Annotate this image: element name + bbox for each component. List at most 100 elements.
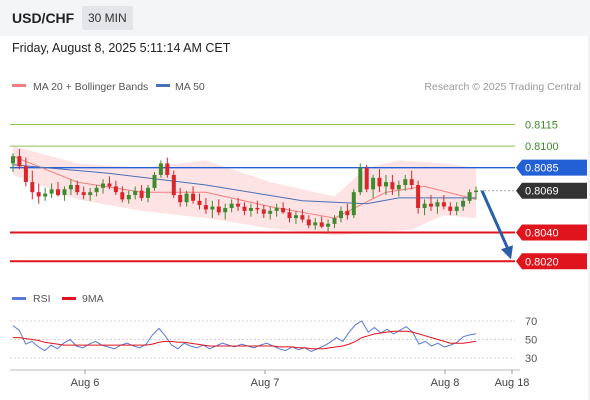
candle-body [126,195,131,200]
candle-body [11,156,15,164]
candle-body [184,193,189,203]
candle-body [345,210,350,216]
candle-body [36,192,41,197]
candle-body [300,215,305,220]
rsi-tick-50: 50 [525,335,537,347]
candle-body [68,185,73,190]
level-lines-layer [10,123,515,263]
x-tick-label-0: Aug 6 [71,377,100,389]
timeframe-button[interactable]: 30 MIN [82,6,133,30]
forecast-arrow [480,190,513,260]
candle-body [113,186,118,193]
candle-body [75,185,80,193]
candle-body [461,200,466,207]
candle-body [133,190,138,195]
candle-body [274,208,279,211]
candle-body [358,167,363,193]
rsi-tick-30: 30 [525,353,537,365]
candle-body [197,200,202,206]
candle-body [326,223,331,227]
candle-body [191,193,196,201]
rsi-legend-swatch [12,297,26,300]
x-tick-label-3: Aug 18 [495,377,530,389]
rsi-tick-70: 70 [525,316,537,328]
candle-body [229,203,234,208]
ma20-legend-swatch [12,84,26,87]
candles-layer [11,148,478,233]
candle-body [313,222,318,226]
candle-body [88,192,93,196]
candle-body [158,163,163,175]
candle-body [165,163,170,175]
rsi-grid: 70 50 30 [10,316,537,365]
candle-body [171,174,176,196]
candle-body [403,179,408,185]
level-label-0-8115: 0.8115 [525,119,558,131]
candle-body [364,167,369,190]
candle-body [448,206,453,211]
candle-body [17,156,22,167]
bollinger-band-layer [13,146,476,236]
level-label-0-8020: 0.8020 [525,256,559,268]
candle-body [467,192,472,201]
candle-body [454,206,459,211]
candle-body [390,182,395,190]
candle-body [107,183,112,187]
candle-body [178,195,183,203]
candle-body [441,202,446,207]
candle-body [62,189,67,196]
candle-body [474,190,478,193]
rsi-ma-line [13,330,477,350]
bollinger-band-area [13,146,476,236]
candle-body [294,215,298,219]
level-label-0-8069: 0.8069 [525,186,559,198]
candle-body [351,192,356,216]
level-badge-0-8069 [516,182,587,199]
candle-body [139,190,144,198]
candle-body [23,166,28,182]
rsi-ma-legend-swatch [62,297,76,300]
candle-body [255,208,260,210]
candle-body [43,193,48,197]
candle-body [319,222,324,227]
ma20-legend-label: MA 20 + Bollinger Bands [33,81,148,93]
candle-body [339,210,343,219]
ma50-line [12,164,476,205]
candle-body [242,206,247,211]
rsi-ma-legend-label: 9MA [82,293,104,305]
datetime-label: Friday, August 8, 2025 5:11:14 AM CET [12,41,231,55]
candle-body [101,183,105,188]
candle-body [332,218,337,224]
forecast-arrow-head [501,245,513,260]
candle-body [248,208,253,211]
candle-body [210,206,215,210]
candle-body [146,187,150,198]
candle-body [371,177,376,190]
header-bar: USD/CHF 30 MIN [0,0,590,36]
x-axis-ticks: Aug 6 Aug 7 Aug 8 Aug 18 [71,370,530,389]
candle-body [396,185,401,190]
rsi-legend-label: RSI [33,293,51,305]
candle-body [203,205,208,210]
candle-body [306,219,311,226]
candle-body [416,185,421,208]
level-badge-0-8020 [516,253,587,270]
level-label-0-8040: 0.8040 [525,227,559,239]
candle-body [377,177,382,187]
candle-body [429,203,433,207]
candle-body [422,203,427,208]
candle-body [216,206,221,213]
level-badge-0-8040 [516,224,587,241]
source-label: Research © 2025 Trading Central [424,81,581,93]
candle-body [409,179,414,185]
candle-body [81,192,86,196]
candle-body [236,203,241,207]
candle-body [30,182,35,193]
candle-body [120,192,125,200]
level-label-0-8085: 0.8085 [525,163,559,175]
x-tick-label-1: Aug 7 [251,377,280,389]
candle-body [49,189,54,194]
candle-body [94,187,99,193]
candle-body [223,208,228,213]
